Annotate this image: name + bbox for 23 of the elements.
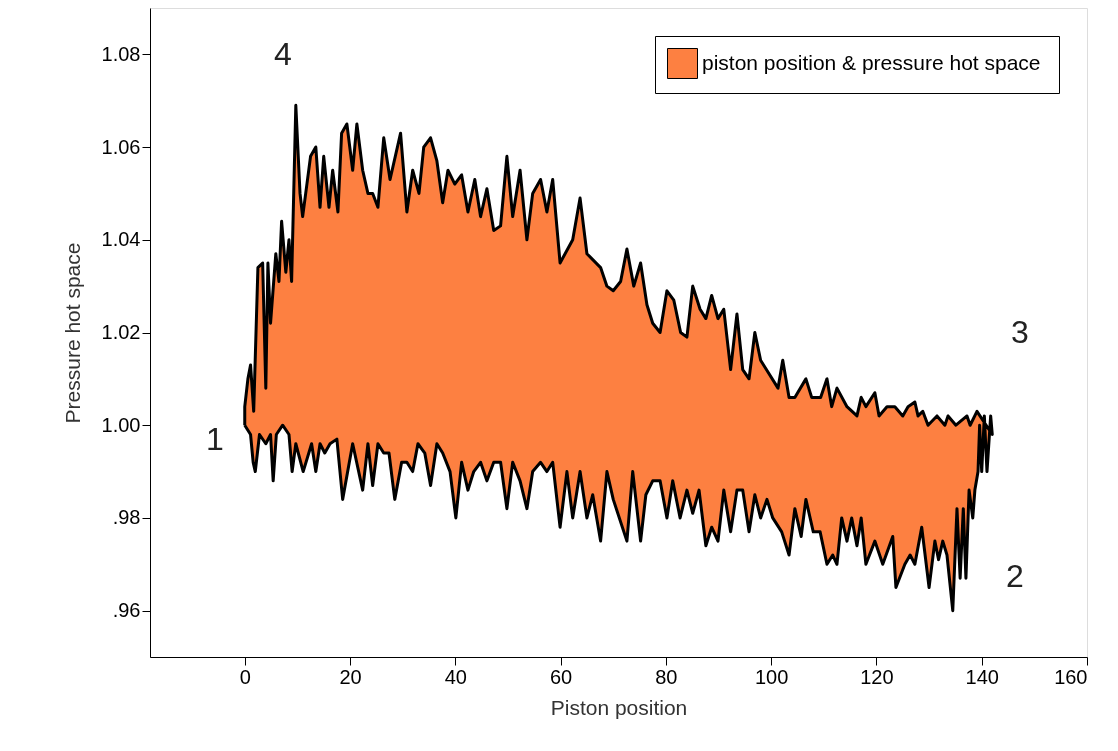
x-tick-label: 20 [339, 665, 362, 688]
y-tick-label: .98 [112, 506, 141, 529]
x-axis-title: Piston position [550, 695, 688, 719]
annotation: 3 [1011, 314, 1029, 350]
annotation: 4 [274, 36, 292, 72]
x-tick-label: 0 [239, 665, 251, 688]
x-tick-label: 120 [860, 665, 894, 688]
x-tick-label: 40 [444, 665, 467, 688]
y-tick-label: 1.04 [101, 228, 141, 251]
y-tick-label: 1.02 [101, 321, 141, 343]
x-tick-label: 80 [655, 665, 678, 688]
annotation: 1 [206, 421, 224, 457]
y-tick-label: 1.00 [101, 413, 141, 436]
x-tick-label: 140 [965, 665, 999, 688]
y-tick-label: 1.08 [101, 42, 141, 65]
y-tick-label: .96 [112, 599, 141, 622]
legend-label: piston position & pressure hot space [702, 50, 1041, 74]
y-tick-label: 1.06 [101, 135, 141, 158]
x-tick-label: 160 [1054, 665, 1088, 688]
annotation: 2 [1006, 558, 1024, 594]
y-axis-title: Pressure hot space [60, 242, 84, 424]
x-tick-label: 100 [754, 665, 789, 688]
x-tick-label: 60 [549, 665, 573, 688]
